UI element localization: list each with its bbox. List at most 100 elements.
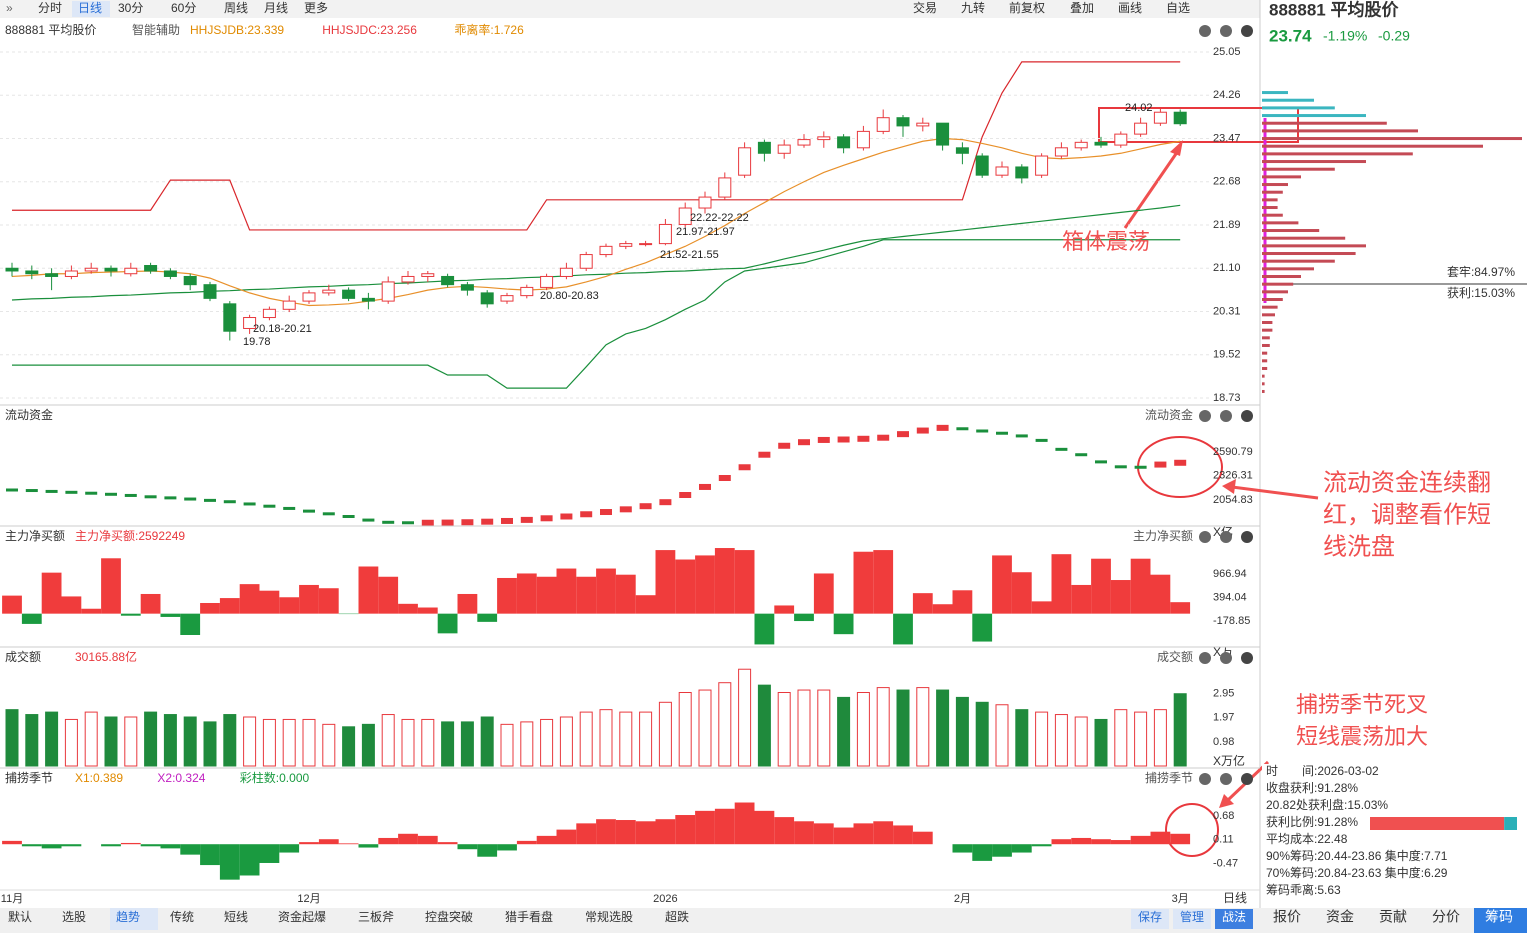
- panel-icon[interactable]: [1241, 652, 1253, 664]
- toolbar-tab[interactable]: 更多: [304, 1, 328, 15]
- volume-bar: [916, 687, 930, 767]
- bar: [516, 840, 537, 845]
- bar: [61, 596, 82, 614]
- button-bg[interactable]: [1215, 909, 1253, 929]
- volume-bar: [797, 689, 811, 767]
- chip-bar: [1262, 282, 1294, 286]
- toolbar-tab[interactable]: 周线: [224, 1, 248, 15]
- bottom-tab[interactable]: 超跌: [665, 909, 689, 924]
- right-tab[interactable]: 贡献: [1379, 909, 1407, 925]
- candle-body: [223, 303, 237, 332]
- bottom-tab[interactable]: 默认: [8, 909, 32, 924]
- volume-bar: [876, 687, 890, 767]
- toolbar-button[interactable]: 九转: [961, 0, 985, 15]
- panel-icon[interactable]: [1220, 531, 1232, 543]
- panel-icon[interactable]: [1199, 652, 1211, 664]
- button-bg[interactable]: [1173, 909, 1211, 929]
- indicator: HHJSJDC:23.256: [322, 23, 417, 37]
- y-tick-label: 0.68: [1213, 810, 1234, 822]
- assist: 智能辅助: [132, 22, 180, 37]
- bar: [992, 555, 1012, 614]
- panel-icon[interactable]: [1220, 410, 1232, 422]
- panel-icon[interactable]: [1220, 652, 1232, 664]
- bottom-button[interactable]: 保存: [1138, 910, 1162, 924]
- bar: [2, 840, 22, 845]
- callout: 红，调整看作短: [1323, 501, 1491, 528]
- y-tick-label: 21.89: [1213, 219, 1241, 231]
- bar: [833, 613, 854, 635]
- x-tick-label: 2026: [653, 893, 677, 905]
- volume-bar: [738, 668, 752, 767]
- y-tick-label: -178.85: [1213, 615, 1250, 627]
- right-tab[interactable]: 分价: [1432, 909, 1460, 925]
- bar: [457, 844, 478, 850]
- chip-bar: [1262, 374, 1265, 378]
- bottom-tab[interactable]: 传统: [170, 909, 194, 924]
- bar: [833, 827, 854, 845]
- bottom-tab[interactable]: 短线: [224, 910, 248, 924]
- panel-icon[interactable]: [1199, 531, 1211, 543]
- panel-icon[interactable]: [1241, 531, 1253, 543]
- bottom-bar-bg: [0, 908, 1527, 933]
- y-tick-label: 2054.83: [1213, 494, 1253, 506]
- toolbar-button[interactable]: 前复权: [1009, 0, 1045, 15]
- bottom-tab[interactable]: 趋势: [116, 910, 140, 924]
- bar: [972, 844, 993, 861]
- panel-icon[interactable]: [1241, 410, 1253, 422]
- bottom-tab[interactable]: 控盘突破: [425, 909, 473, 924]
- candle-body: [1054, 147, 1068, 157]
- chip-bar: [1262, 366, 1268, 370]
- volume-bar: [619, 711, 633, 767]
- price-annotation: 21.52-21.55: [660, 249, 719, 261]
- indicator: HHJSJDB:23.339: [190, 23, 284, 37]
- panel-icon[interactable]: [1199, 25, 1211, 37]
- toolbar-tab[interactable]: 60分: [171, 1, 196, 15]
- volume-bar: [302, 718, 316, 767]
- candle-body: [520, 286, 534, 297]
- panel-icon[interactable]: [1220, 25, 1232, 37]
- toolbar-button[interactable]: 叠加: [1070, 1, 1094, 15]
- toolbar-button[interactable]: 自选: [1166, 1, 1190, 15]
- candle-body: [876, 117, 890, 132]
- volume-bar: [520, 721, 534, 767]
- panel-title-right: 捕捞季节: [1145, 770, 1193, 785]
- bottom-tab[interactable]: 猎手看盘: [505, 909, 553, 924]
- indicator-line: [11, 137, 1181, 307]
- panel-icon[interactable]: [1199, 410, 1211, 422]
- right-tab[interactable]: 筹码: [1485, 909, 1513, 925]
- button-bg[interactable]: [1131, 909, 1169, 929]
- y-tick-label: 19.52: [1213, 349, 1241, 361]
- bar: [160, 844, 181, 849]
- bar: [41, 572, 62, 614]
- bottom-tab[interactable]: 资金起爆: [278, 909, 326, 924]
- right-tab[interactable]: 报价: [1273, 909, 1301, 925]
- bottom-tab[interactable]: 常规选股: [585, 909, 633, 924]
- chip-bar: [1262, 144, 1483, 148]
- toolbar-button[interactable]: 画线: [1118, 1, 1142, 15]
- chip-bar: [1262, 382, 1265, 386]
- y-tick-label: 0.11: [1213, 834, 1234, 846]
- bottom-button[interactable]: 管理: [1180, 909, 1204, 924]
- panel-icon[interactable]: [1241, 25, 1253, 37]
- bottom-button[interactable]: 战法: [1222, 910, 1246, 924]
- indicator: X2:0.324: [157, 771, 205, 785]
- toolbar-tab[interactable]: 分时: [38, 1, 62, 15]
- panel-icon[interactable]: [1199, 773, 1211, 785]
- bar: [101, 844, 121, 847]
- bar: [1110, 840, 1131, 845]
- panel-icon[interactable]: [1241, 773, 1253, 785]
- right-tab[interactable]: 资金: [1326, 909, 1354, 925]
- y-tick-label: 23.47: [1213, 132, 1241, 144]
- panel-icon[interactable]: [1220, 773, 1232, 785]
- toolbar-button[interactable]: 交易: [913, 0, 937, 15]
- toolbar-tab[interactable]: 日线: [78, 1, 102, 15]
- toolbar-tab[interactable]: 30分: [118, 1, 143, 15]
- bottom-tab[interactable]: 三板斧: [358, 910, 394, 924]
- toolbar-tab[interactable]: 月线: [264, 1, 288, 15]
- bottom-tab[interactable]: 选股: [62, 910, 86, 924]
- candle-body: [302, 292, 316, 302]
- chip-bar: [1262, 267, 1314, 271]
- chip-bar: [1262, 244, 1366, 248]
- candle-body: [1153, 111, 1167, 124]
